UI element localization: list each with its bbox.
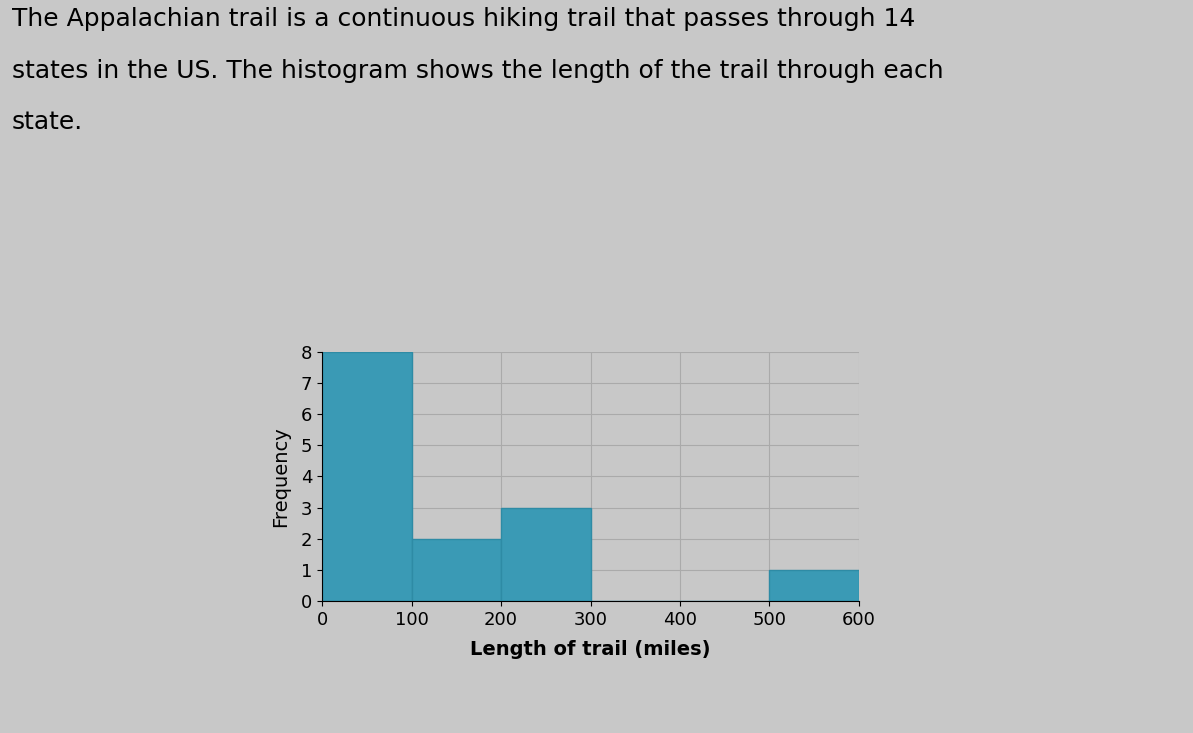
Bar [769,570,859,601]
Bar [322,352,412,601]
Bar [412,539,501,601]
Bar [501,507,591,601]
X-axis label: Length of trail (miles): Length of trail (miles) [470,640,711,659]
Text: states in the US. The histogram shows the length of the trail through each: states in the US. The histogram shows th… [12,59,944,83]
Y-axis label: Frequency: Frequency [271,426,290,527]
Text: The Appalachian trail is a continuous hiking trail that passes through 14: The Appalachian trail is a continuous hi… [12,7,915,32]
Text: state.: state. [12,110,84,134]
